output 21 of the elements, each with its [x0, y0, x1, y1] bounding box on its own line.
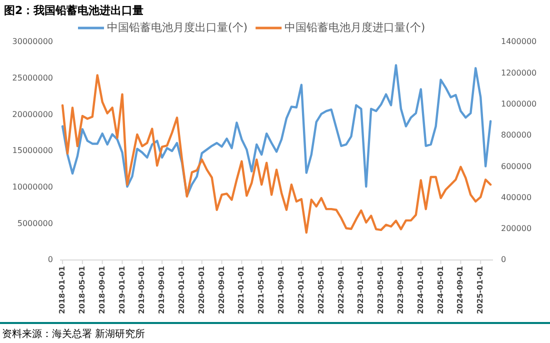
y-tick-label: 25000000: [12, 74, 53, 83]
y2-tick-label: 200000: [501, 224, 532, 234]
legend-label: 中国铅蓄电池月度出口量(个): [107, 21, 248, 34]
y-tick-label: 5000000: [17, 218, 53, 228]
y2-tick-label: 400000: [501, 192, 532, 202]
line-series: [61, 64, 492, 198]
y-tick-label: 30000000: [12, 37, 53, 46]
y2-tick-label: 1200000: [501, 68, 537, 78]
y2-tick-label: 1400000: [501, 37, 537, 46]
y-tick-label: 15000000: [12, 146, 53, 156]
y2-tick-label: 600000: [501, 162, 532, 171]
legend-label: 中国铅蓄电池月度进口量(个): [284, 21, 426, 34]
y2-tick-label: 800000: [501, 130, 532, 140]
y2-tick-label: 0: [501, 255, 506, 264]
y-tick-label: 10000000: [12, 182, 53, 192]
chart-title: 图2：我国铅蓄电池进出口量: [4, 4, 144, 17]
line-series: [61, 74, 492, 234]
y-tick-label: 0: [48, 255, 53, 264]
text: 资料来源：海关总署 新湖研究所: [2, 328, 146, 340]
y-tick-label: 20000000: [12, 110, 53, 119]
y2-tick-label: 1000000: [501, 99, 537, 108]
